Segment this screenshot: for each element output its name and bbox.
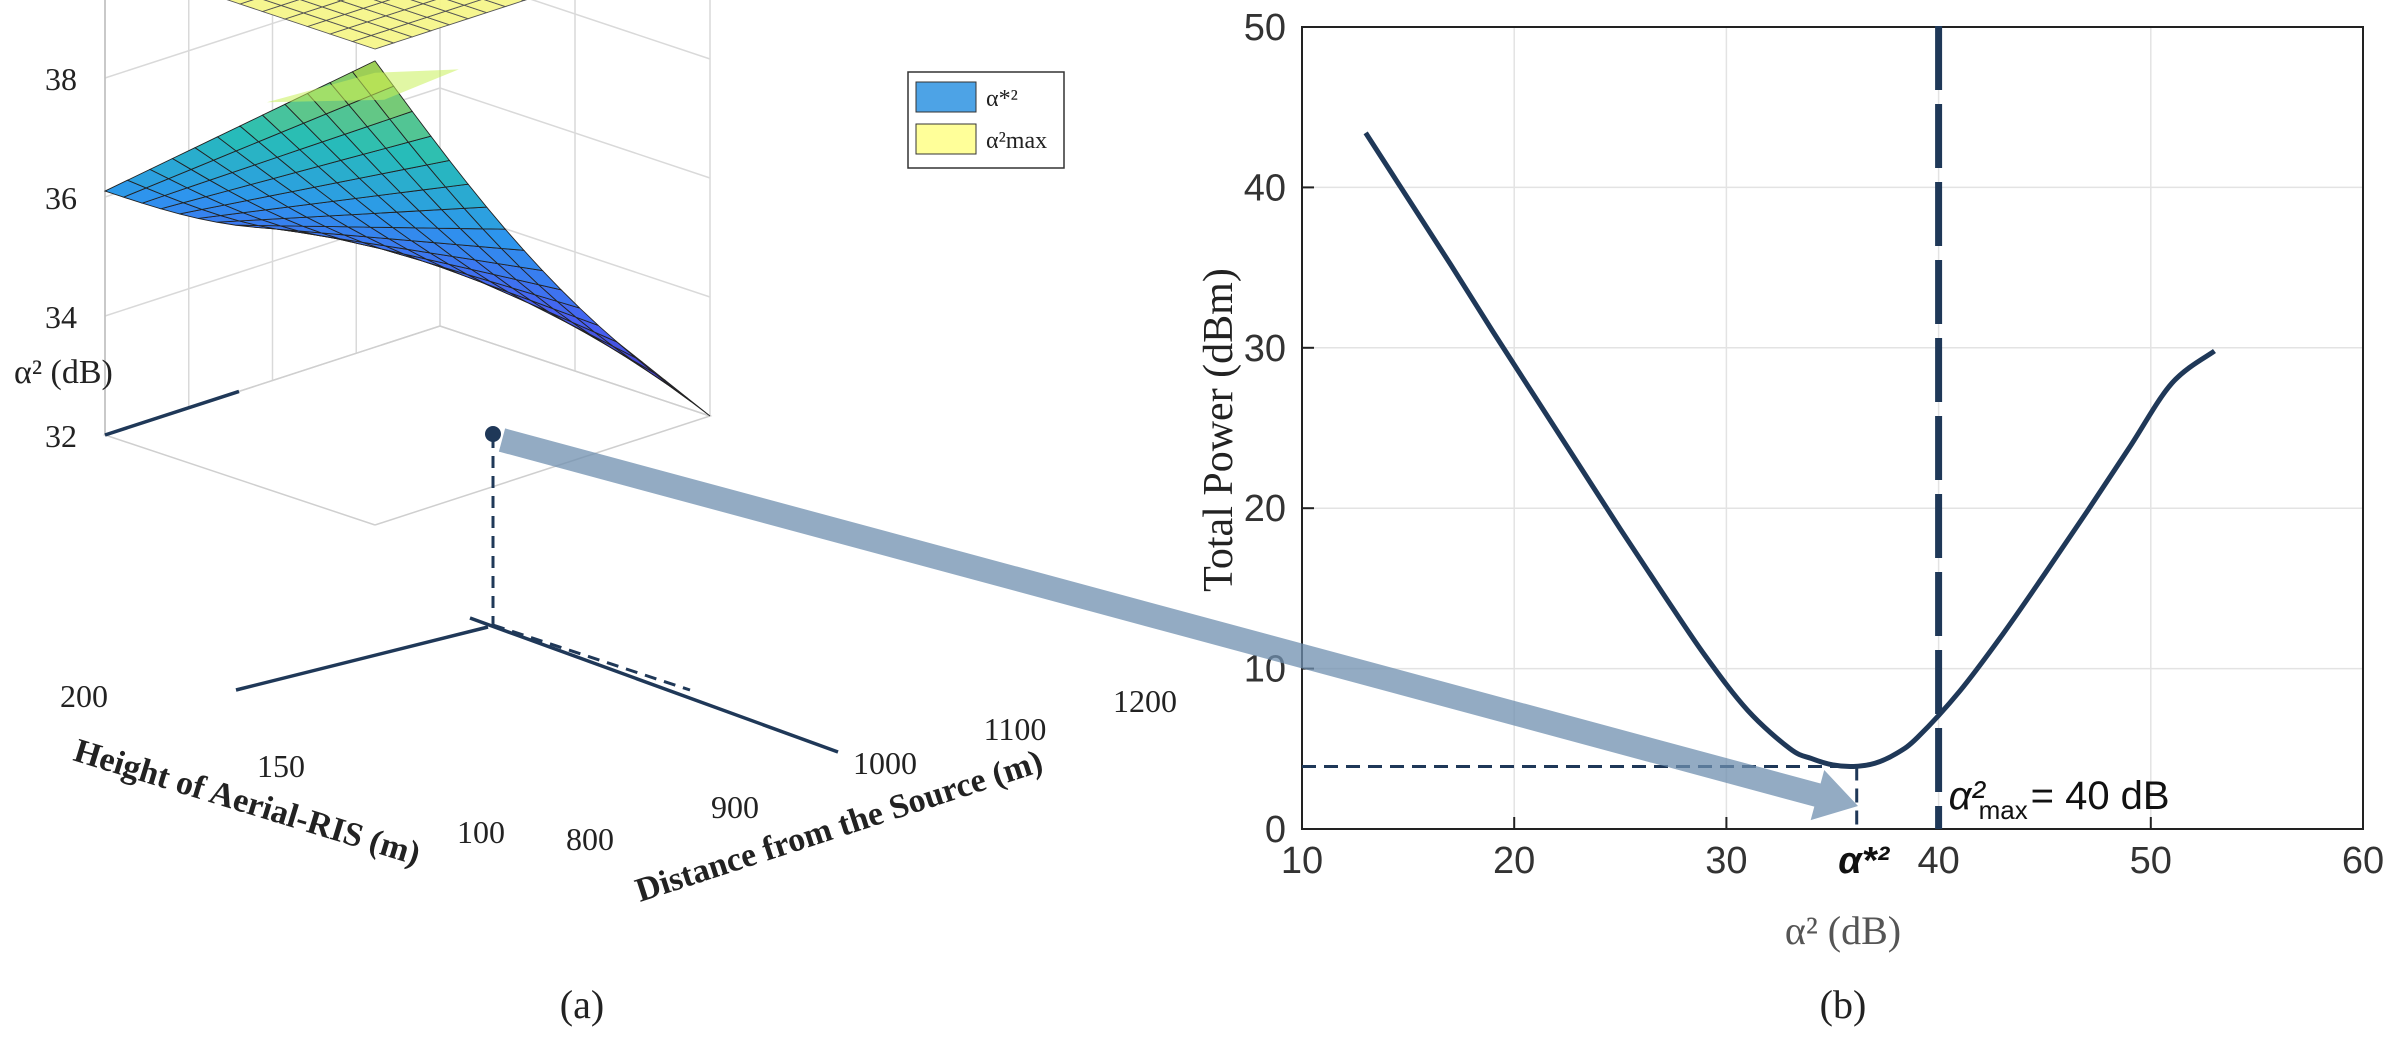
x-tick-label: 50 bbox=[2130, 840, 2172, 882]
floor-guide-lines bbox=[104, 389, 839, 754]
y-axis-label: Total Power (dBm) bbox=[1196, 268, 1242, 592]
alpha-max-cell bbox=[238, 0, 283, 12]
alpha-max-cell bbox=[336, 0, 345, 2]
alpha-max-subscript: max bbox=[1979, 795, 2028, 825]
height-tick-label: 200 bbox=[60, 678, 108, 714]
x-tick-labels: 10 20 30 40 50 60 bbox=[1281, 817, 2384, 882]
height-guide-line bbox=[104, 389, 240, 437]
total-power-curve bbox=[1363, 131, 2216, 770]
distance-tick-label: 1200 bbox=[1113, 683, 1177, 719]
optimum-marker-group bbox=[485, 426, 691, 692]
link-arrow-shape bbox=[498, 428, 1859, 821]
z-tick-label: 36 bbox=[45, 180, 77, 216]
distance-tick-labels: 800 900 1000 1100 1200 bbox=[566, 683, 1177, 857]
panel-b-line-plot: 10 20 30 40 50 60 010 20 30 40 50 α² (dB) Total P… bbox=[1196, 7, 2384, 1027]
legend-label-alpha-star: α*² bbox=[986, 86, 1018, 112]
alpha-star-cell bbox=[594, 331, 636, 359]
alpha-max-cell bbox=[462, 0, 507, 14]
alpha-star-surface bbox=[103, 60, 711, 417]
y-tick-label: 0 bbox=[1265, 809, 1286, 851]
alpha-max-cell bbox=[410, 0, 436, 5]
x-tick-label: 60 bbox=[2342, 840, 2384, 882]
x-tick-label: 40 bbox=[1917, 840, 1959, 882]
alpha-max-cell bbox=[263, 0, 300, 6]
alpha-max-cell bbox=[279, 0, 324, 14]
x-axis-label: α² (dB) bbox=[1785, 908, 1901, 953]
optimum-dashed-guides bbox=[1302, 764, 1859, 829]
x-tick-label: 30 bbox=[1705, 840, 1747, 882]
alpha-star-cell bbox=[612, 345, 655, 374]
floor-outline bbox=[102, 325, 713, 526]
distance-tick-label: 900 bbox=[711, 789, 759, 825]
distance-guide-line bbox=[469, 616, 839, 754]
height-axis-label: Height of Aerial-RIS (m) bbox=[70, 732, 425, 873]
x-tick-label: 20 bbox=[1493, 840, 1535, 882]
alpha-max-cell bbox=[520, 0, 528, 2]
curve-points bbox=[1365, 132, 2215, 767]
alpha-max-value: = 40 dB bbox=[2031, 774, 2170, 818]
alpha-max-cell bbox=[300, 0, 343, 8]
height-tick-label: 100 bbox=[457, 814, 505, 850]
legend-swatch-alpha-star bbox=[915, 81, 977, 113]
y-tick-label: 30 bbox=[1244, 328, 1286, 370]
z-tick-labels: 3234363840 bbox=[45, 61, 77, 454]
alpha-max-cell bbox=[380, 0, 425, 11]
z-tick-label: 34 bbox=[45, 299, 77, 335]
alpha-max-cell bbox=[339, 0, 384, 9]
distance-axis-label: Distance from the Source (m) bbox=[631, 743, 1047, 910]
alpha-max-annotation: α² max = 40 dB bbox=[1949, 774, 2170, 825]
panel-label-b: (b) bbox=[1820, 982, 1867, 1027]
distance-tick-label: 1100 bbox=[984, 711, 1047, 747]
height-tick-labels: 200 150 100 bbox=[60, 678, 505, 850]
link-arrow bbox=[498, 428, 1859, 821]
distance-tick-label: 1000 bbox=[853, 745, 917, 781]
alpha-max-cell bbox=[484, 0, 526, 8]
alpha-max-cell bbox=[226, 0, 254, 5]
legend-label-alpha-max: α²max bbox=[986, 128, 1047, 154]
alpha-max-cell bbox=[373, 0, 391, 3]
alpha-max-cell bbox=[421, 0, 466, 12]
y-tick-label: 50 bbox=[1244, 7, 1286, 49]
z-tick-label: 32 bbox=[45, 418, 77, 454]
height-tick-label: 150 bbox=[257, 748, 305, 784]
legend-swatch-alpha-max bbox=[915, 123, 977, 155]
z-axis-label: α² (dB) bbox=[14, 354, 113, 391]
intersection-tint bbox=[267, 69, 459, 103]
alpha-max-symbol: α² bbox=[1949, 774, 1987, 818]
plot-frame bbox=[1301, 26, 2364, 830]
marker-floor-dash bbox=[492, 623, 691, 692]
optimum-point bbox=[485, 426, 501, 442]
alpha-max-cell bbox=[447, 0, 482, 6]
alpha-star-cell bbox=[631, 359, 674, 388]
x-tick-label: 10 bbox=[1281, 840, 1323, 882]
optimum-label: α*² bbox=[1838, 840, 1890, 882]
height-guide-line bbox=[235, 625, 489, 692]
y-tick-label: 20 bbox=[1244, 488, 1286, 530]
y-tick-label: 40 bbox=[1244, 167, 1286, 209]
alpha-max-plane bbox=[226, 0, 528, 50]
legend: α*² α²max bbox=[907, 71, 1065, 169]
panel-label-a: (a) bbox=[560, 982, 604, 1027]
distance-tick-label: 800 bbox=[566, 821, 614, 857]
z-tick-label: 38 bbox=[45, 61, 77, 97]
